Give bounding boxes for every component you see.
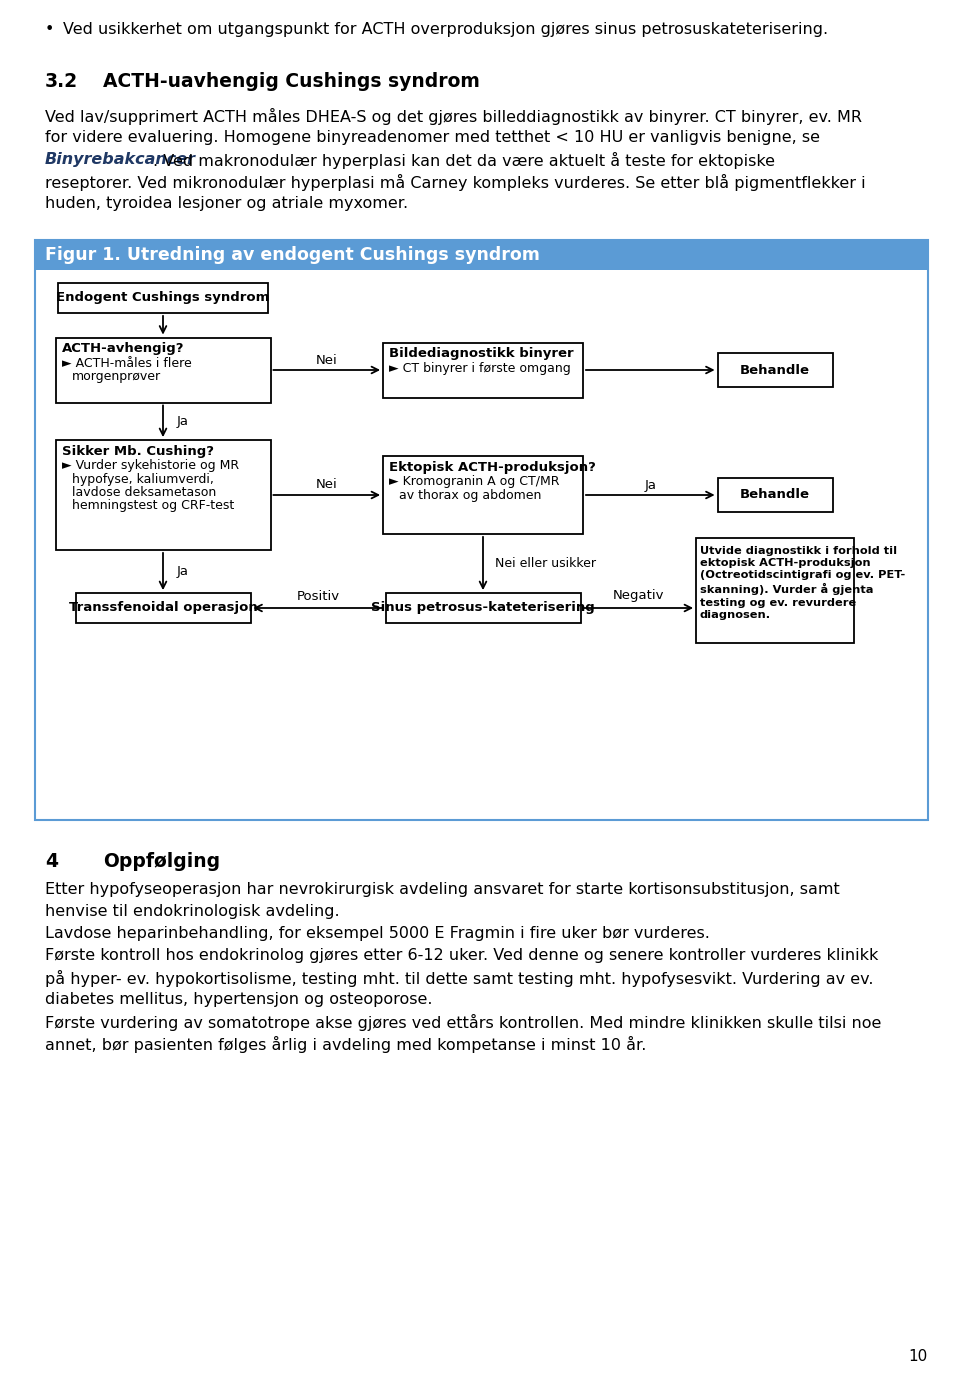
Bar: [696, 537, 854, 643]
Text: 3.2: 3.2: [45, 72, 78, 90]
Bar: [717, 477, 832, 512]
Text: Oppfølging: Oppfølging: [103, 852, 220, 871]
Text: av thorax og abdomen: av thorax og abdomen: [399, 489, 541, 501]
Text: Figur 1. Utredning av endogent Cushings syndrom: Figur 1. Utredning av endogent Cushings …: [45, 246, 540, 264]
Bar: [35, 239, 928, 820]
Text: ACTH-avhengig?: ACTH-avhengig?: [61, 342, 184, 355]
Text: henvise til endokrinologisk avdeling.: henvise til endokrinologisk avdeling.: [45, 903, 340, 919]
Bar: [56, 440, 271, 550]
Text: 4: 4: [45, 852, 58, 871]
Text: Ja: Ja: [644, 479, 657, 491]
Bar: [76, 593, 251, 624]
Text: på hyper- ev. hypokortisolisme, testing mht. til dette samt testing mht. hypofys: på hyper- ev. hypokortisolisme, testing …: [45, 970, 874, 987]
Text: ► Kromogranin A og CT/MR: ► Kromogranin A og CT/MR: [389, 476, 560, 489]
Text: Negativ: Negativ: [612, 589, 664, 603]
Text: ► Vurder sykehistorie og MR: ► Vurder sykehistorie og MR: [61, 459, 239, 472]
Text: hypofyse, kaliumverdi,: hypofyse, kaliumverdi,: [71, 472, 213, 486]
Text: 10: 10: [909, 1349, 928, 1364]
Text: ► ACTH-måles i flere: ► ACTH-måles i flere: [61, 356, 191, 370]
Text: Endogent Cushings syndrom: Endogent Cushings syndrom: [57, 291, 270, 305]
Bar: [383, 342, 583, 398]
Text: lavdose deksametason: lavdose deksametason: [71, 486, 216, 498]
Text: Ektopisk ACTH-produksjon?: Ektopisk ACTH-produksjon?: [389, 461, 596, 473]
Text: Bildediagnostikk binyrer: Bildediagnostikk binyrer: [389, 347, 574, 361]
Text: Etter hypofyseoperasjon har nevrokirurgisk avdeling ansvaret for starte kortison: Etter hypofyseoperasjon har nevrokirurgi…: [45, 883, 840, 896]
Bar: [56, 337, 271, 402]
Text: for videre evaluering. Homogene binyreadenomer med tetthet < 10 HU er vanligvis : for videre evaluering. Homogene binyread…: [45, 129, 820, 145]
Text: Nei eller usikker: Nei eller usikker: [495, 557, 596, 569]
Bar: [35, 239, 928, 270]
Text: Behandle: Behandle: [740, 363, 810, 376]
Text: Utvide diagnostikk i forhold til
ektopisk ACTH-produksjon
(Octreotidscintigrafi : Utvide diagnostikk i forhold til ektopis…: [700, 546, 905, 621]
Text: •: •: [45, 22, 55, 38]
Text: annet, bør pasienten følges årlig i avdeling med kompetanse i minst 10 år.: annet, bør pasienten følges årlig i avde…: [45, 1036, 646, 1052]
Text: ACTH-uavhengig Cushings syndrom: ACTH-uavhengig Cushings syndrom: [103, 72, 480, 90]
Text: reseptorer. Ved mikronodulær hyperplasi må Carney kompleks vurderes. Se etter bl: reseptorer. Ved mikronodulær hyperplasi …: [45, 174, 866, 191]
Text: Nei: Nei: [316, 479, 338, 491]
Text: Ja: Ja: [177, 565, 189, 578]
Text: Første vurdering av somatotrope akse gjøres ved ettårs kontrollen. Med mindre kl: Første vurdering av somatotrope akse gjø…: [45, 1013, 881, 1031]
Text: Behandle: Behandle: [740, 489, 810, 501]
Text: Positiv: Positiv: [297, 589, 340, 603]
Text: Transsfenoidal operasjon: Transsfenoidal operasjon: [68, 601, 257, 614]
Text: hemningstest og CRF-test: hemningstest og CRF-test: [71, 498, 233, 511]
Bar: [386, 593, 581, 624]
Text: Ja: Ja: [177, 415, 189, 427]
Text: Nei: Nei: [316, 354, 338, 366]
Text: Binyrebakcancer: Binyrebakcancer: [45, 152, 196, 167]
Text: Ved lav/supprimert ACTH måles DHEA-S og det gjøres billeddiagnostikk av binyrer.: Ved lav/supprimert ACTH måles DHEA-S og …: [45, 109, 862, 125]
Text: . Ved makronodulær hyperplasi kan det da være aktuelt å teste for ektopiske: . Ved makronodulær hyperplasi kan det da…: [153, 152, 775, 168]
Text: Første kontroll hos endokrinolog gjøres etter 6-12 uker. Ved denne og senere kon: Første kontroll hos endokrinolog gjøres …: [45, 948, 878, 963]
Text: Sikker Mb. Cushing?: Sikker Mb. Cushing?: [61, 444, 213, 458]
Text: Lavdose heparinbehandling, for eksempel 5000 E Fragmin i fire uker bør vurderes.: Lavdose heparinbehandling, for eksempel …: [45, 926, 709, 941]
Bar: [717, 354, 832, 387]
Text: diabetes mellitus, hypertensjon og osteoporose.: diabetes mellitus, hypertensjon og osteo…: [45, 992, 433, 1006]
Bar: [58, 283, 268, 313]
Bar: [383, 457, 583, 535]
Text: ► CT binyrer i første omgang: ► CT binyrer i første omgang: [389, 362, 571, 374]
Text: Sinus petrosus-kateterisering: Sinus petrosus-kateterisering: [372, 601, 595, 614]
Text: huden, tyroidea lesjoner og atriale myxomer.: huden, tyroidea lesjoner og atriale myxo…: [45, 196, 408, 212]
Text: Ved usikkerhet om utgangspunkt for ACTH overproduksjon gjøres sinus petrosuskate: Ved usikkerhet om utgangspunkt for ACTH …: [63, 22, 828, 38]
Text: morgenprøver: morgenprøver: [71, 370, 160, 383]
